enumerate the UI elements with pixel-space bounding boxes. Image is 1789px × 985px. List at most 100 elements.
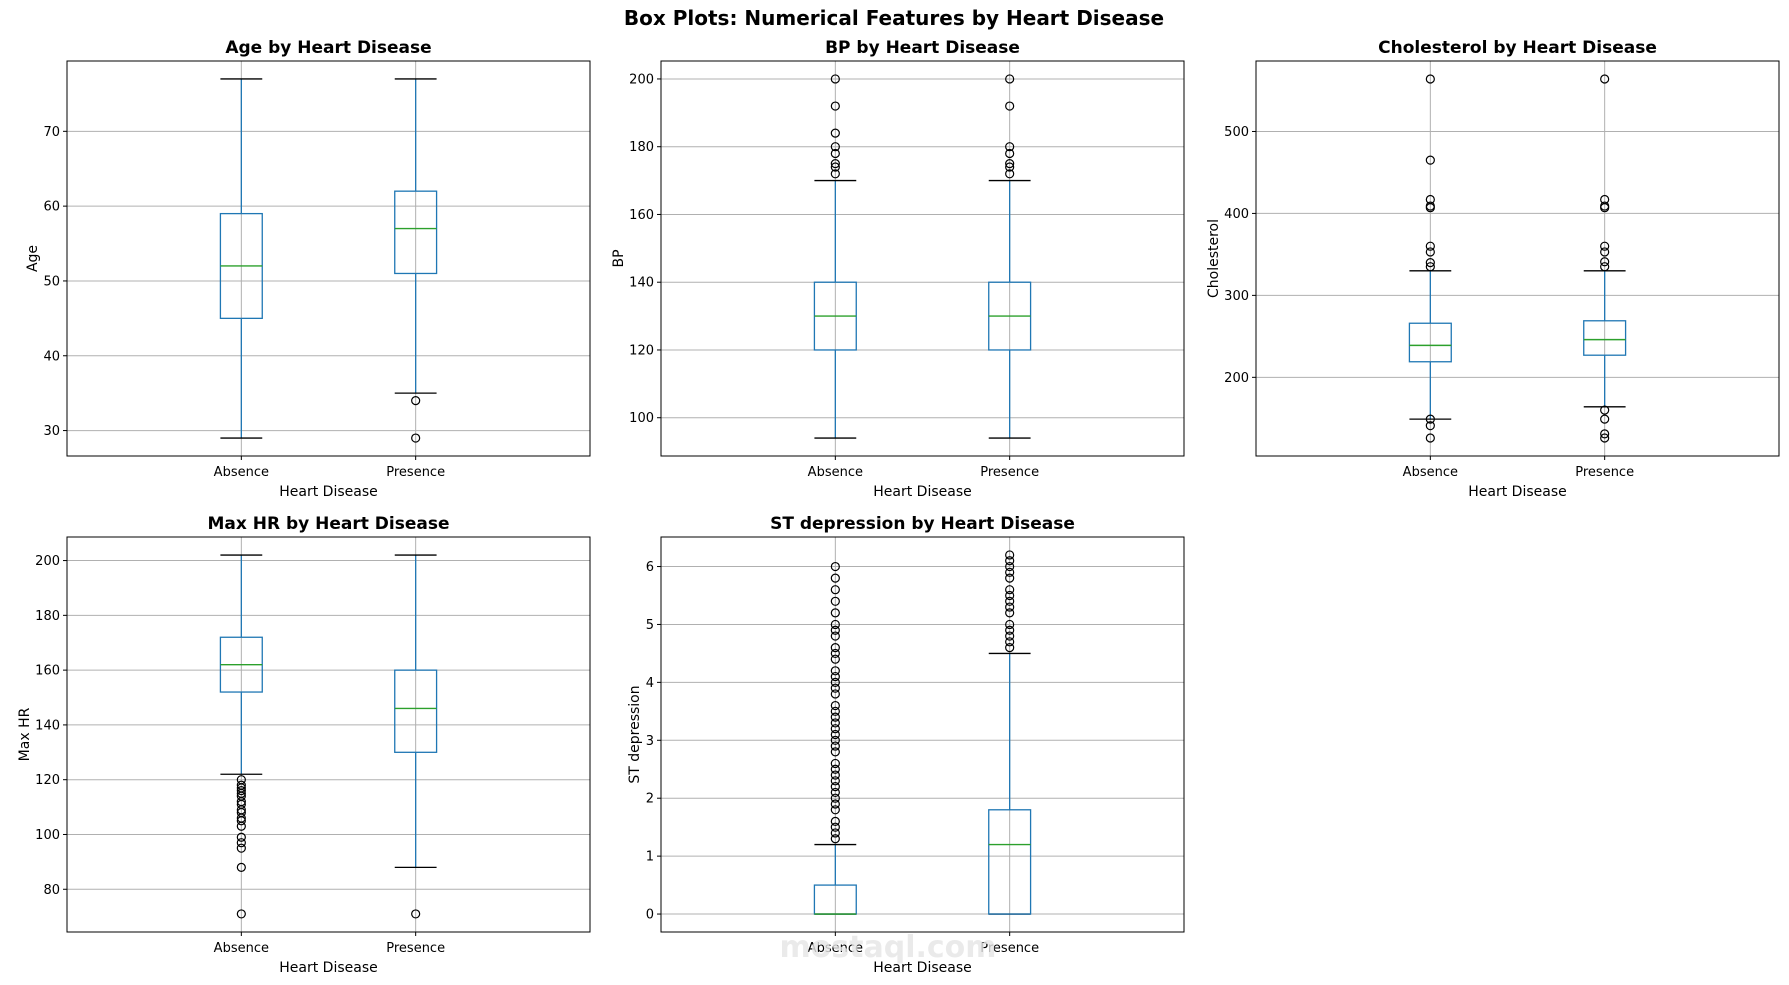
chart-5-box-absence-flier-2	[830, 822, 840, 832]
chart-3-box-absence-iqr-box	[1408, 322, 1452, 363]
chart-3-box-absence-flier-8	[1425, 201, 1435, 211]
chart-2-box-absence-flier-6	[830, 101, 840, 111]
chart-3-box-absence-flier-3	[1425, 262, 1435, 272]
chart-1-xlabel: Heart Disease	[279, 484, 377, 500]
chart-2-box-absence-flier-5	[830, 128, 840, 138]
chart-1-box-presence-iqr-box	[394, 190, 438, 275]
chart-1-ytick-label-1: 40	[43, 349, 60, 364]
chart-3-box-presence-flier-9	[1600, 201, 1610, 211]
chart-5-box-absence-flier-11	[830, 764, 840, 774]
chart-5-box-absence-flier-12	[830, 758, 840, 769]
chart-5-box-presence-flier-11	[1005, 567, 1015, 577]
chart-2-xlabel: Heart Disease	[873, 484, 971, 500]
chart-3-box-presence-flier-5	[1600, 257, 1610, 267]
chart-2-box-presence-flier-1	[1005, 162, 1015, 172]
chart-5-box-presence-flier-14	[1005, 550, 1015, 560]
chart-5-xtick-label-0: Absence	[808, 941, 863, 956]
chart-3-xtick-label-0: Absence	[1403, 465, 1458, 480]
chart-2-box-presence-flier-4	[1005, 142, 1015, 152]
chart-4-panel: 80 100 120 140 160 180 200 Absence Presence Max H…	[17, 514, 591, 976]
chart-4-box-absence-flier-4	[236, 832, 246, 842]
chart-5-box-absence-flier-26	[830, 666, 840, 676]
chart-4-box-absence-flier-1	[236, 862, 246, 872]
chart-3-panel: 200 300 400 500 Absence Presence Cholesterol b…	[1206, 38, 1780, 500]
chart-1-ytick-label-4: 70	[43, 125, 60, 140]
chart-1-box-presence-flier-0	[411, 396, 421, 406]
chart-5-box-absence-flier-21	[830, 700, 840, 711]
figure-suptitle: Box Plots: Numerical Features by Heart D…	[624, 6, 1164, 30]
chart-4-ytick-label-6: 200	[35, 554, 60, 569]
chart-2-ytick-label-3: 160	[629, 208, 654, 223]
chart-3-title: Cholesterol by Heart Disease	[1378, 38, 1657, 58]
chart-5-box-presence-flier-5	[1005, 608, 1015, 618]
chart-5-box-absence-flier-36	[830, 573, 840, 583]
chart-4-box-absence-flier-2	[236, 843, 246, 853]
chart-5-xlabel: Heart Disease	[873, 960, 971, 976]
chart-5-ytick-label-3: 3	[646, 734, 654, 749]
chart-3-ytick-label-2: 400	[1224, 207, 1249, 222]
chart-1-xtick-label-0: Absence	[214, 465, 269, 480]
chart-2-box-absence-flier-1	[830, 162, 840, 172]
chart-3-box-presence-flier-3	[1600, 405, 1610, 415]
chart-2-box-absence-flier-4	[830, 142, 840, 152]
chart-3-box-presence-flier-11	[1600, 74, 1610, 84]
chart-4-ytick-label-4: 160	[35, 664, 60, 679]
chart-4-xtick-label-0: Absence	[214, 941, 269, 956]
chart-5-box-presence-flier-6	[1005, 602, 1015, 612]
chart-3-box-presence-flier-7	[1600, 241, 1610, 251]
chart-5-box-absence-flier-23	[830, 683, 840, 693]
chart-4-box-presence-iqr-box	[394, 669, 438, 753]
chart-5-box-absence-flier-25	[830, 671, 840, 682]
chart-4-ytick-label-2: 120	[35, 773, 60, 788]
chart-5-box-presence-flier-0	[1005, 643, 1015, 653]
chart-5-box-presence-flier-3	[1005, 625, 1015, 635]
chart-5-box-presence-flier-2	[1005, 631, 1015, 641]
chart-5-ylabel: ST depression	[627, 685, 643, 783]
chart-3-box-absence-flier-11	[1425, 74, 1435, 84]
chart-2-xtick-label-1: Presence	[980, 465, 1039, 480]
chart-5-box-absence-flier-29	[830, 643, 840, 653]
chart-4-xtick-label-1: Presence	[386, 941, 445, 956]
chart-5-box-absence-flier-27	[830, 654, 840, 664]
chart-4-ylabel: Max HR	[17, 707, 33, 761]
chart-4-title: Max HR by Heart Disease	[207, 514, 449, 534]
chart-3-box-absence-flier-2	[1425, 414, 1435, 424]
chart-5-box-absence-flier-24	[830, 677, 840, 687]
chart-1-ytick-label-3: 60	[43, 200, 60, 215]
chart-5-ytick-label-2: 2	[646, 792, 654, 807]
chart-3-box-absence-flier-6	[1425, 241, 1435, 251]
chart-5-box-absence-flier-7	[830, 787, 840, 798]
chart-3-box-absence-flier-9	[1425, 194, 1435, 205]
chart-4-ytick-label-5: 180	[35, 609, 60, 624]
chart-5-xtick-label-1: Presence	[980, 941, 1039, 956]
chart-5-ytick-label-1: 1	[646, 850, 654, 865]
chart-5-ytick-label-5: 5	[646, 618, 654, 633]
chart-5-box-absence-flier-32	[830, 619, 840, 630]
chart-3-box-presence-flier-10	[1600, 194, 1610, 205]
chart-5-box-presence-iqr-box	[988, 809, 1032, 915]
chart-1-axes-frame	[66, 60, 591, 457]
chart-4-ytick-label-1: 100	[35, 828, 60, 843]
chart-3-ytick-label-1: 300	[1224, 289, 1249, 304]
chart-1-ylabel: Age	[25, 245, 41, 272]
chart-5-box-absence-flier-4	[830, 805, 840, 815]
chart-4-box-presence-flier-0	[411, 909, 421, 919]
chart-5-box-absence-flier-13	[830, 747, 840, 757]
chart-2-box-presence-flier-6	[1005, 74, 1015, 84]
chart-5-box-presence-flier-9	[1005, 585, 1015, 595]
chart-5-box-absence-flier-1	[830, 828, 840, 838]
chart-3-box-presence-flier-2	[1600, 414, 1610, 424]
chart-4-box-absence-flier-16	[236, 780, 246, 790]
chart-2-ytick-label-2: 140	[629, 276, 654, 291]
chart-5-box-presence-flier-13	[1005, 556, 1015, 566]
chart-4-box-absence-flier-0	[236, 909, 246, 919]
chart-5-box-absence-flier-6	[830, 793, 840, 803]
chart-4-ytick-label-0: 80	[43, 883, 60, 898]
chart-3-box-presence-flier-6	[1600, 247, 1610, 257]
chart-1-title: Age by Heart Disease	[225, 38, 431, 58]
chart-3-box-absence-flier-0	[1425, 433, 1435, 443]
chart-1-box-presence-flier-1	[411, 433, 421, 443]
chart-4-xlabel: Heart Disease	[279, 960, 377, 976]
chart-2-title: BP by Heart Disease	[825, 38, 1020, 58]
chart-5-box-presence-flier-8	[1005, 590, 1015, 601]
